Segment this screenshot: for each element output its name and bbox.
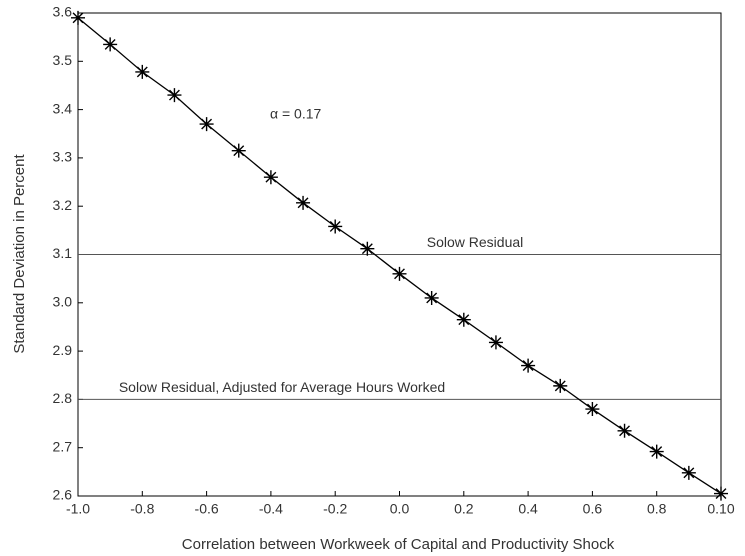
- y-axis-label: Standard Deviation in Percent: [11, 154, 28, 354]
- x-tick-label: -0.6: [195, 501, 219, 517]
- data-point: [263, 170, 278, 185]
- data-point: [199, 117, 214, 132]
- x-tick-label: -0.4: [259, 501, 283, 517]
- x-tick-label: 0.10: [707, 501, 734, 517]
- data-point: [328, 219, 343, 234]
- data-point: [617, 423, 632, 438]
- x-tick-label: 0.4: [518, 501, 538, 517]
- y-tick-label: 3.5: [53, 52, 73, 68]
- data-point: [521, 358, 536, 373]
- data-point: [456, 312, 471, 327]
- y-tick-label: 3.1: [53, 245, 73, 261]
- annotation: α = 0.17: [270, 106, 322, 122]
- data-point: [231, 143, 246, 158]
- y-tick-label: 2.6: [53, 487, 73, 503]
- data-point: [167, 88, 182, 103]
- x-axis-label: Correlation between Workweek of Capital …: [182, 536, 615, 553]
- data-point: [424, 290, 439, 305]
- data-point: [649, 444, 664, 459]
- x-tick-label: -0.2: [323, 501, 347, 517]
- data-point: [392, 266, 407, 281]
- y-tick-label: 3.6: [53, 4, 73, 20]
- y-tick-label: 3.3: [53, 149, 73, 165]
- x-tick-label: -1.0: [66, 501, 90, 517]
- data-point: [71, 10, 85, 25]
- data-point: [553, 378, 568, 393]
- data-point: [135, 64, 150, 79]
- x-tick-label: -0.8: [130, 501, 154, 517]
- data-point: [103, 37, 118, 52]
- data-point: [585, 402, 600, 417]
- data-point: [488, 335, 503, 350]
- y-tick-label: 3.4: [53, 100, 73, 116]
- x-tick-label: 0.0: [390, 501, 410, 517]
- y-tick-label: 2.9: [53, 342, 73, 358]
- x-tick-label: 0.2: [454, 501, 474, 517]
- y-tick-label: 2.8: [53, 390, 73, 406]
- data-point: [714, 486, 728, 501]
- y-tick-label: 3.2: [53, 197, 73, 213]
- x-tick-label: 0.8: [647, 501, 667, 517]
- reference-label: Solow Residual, Adjusted for Average Hou…: [119, 379, 445, 395]
- data-point: [360, 241, 375, 256]
- x-tick-label: 0.6: [583, 501, 603, 517]
- reference-label: Solow Residual: [427, 234, 524, 250]
- y-tick-label: 3.0: [53, 294, 73, 310]
- data-point: [296, 195, 311, 210]
- data-point: [681, 465, 696, 480]
- y-tick-label: 2.7: [53, 438, 73, 454]
